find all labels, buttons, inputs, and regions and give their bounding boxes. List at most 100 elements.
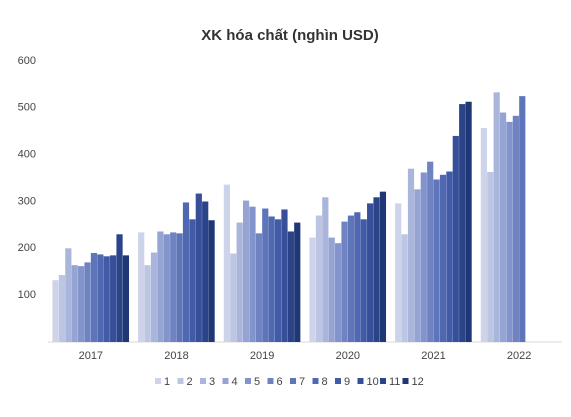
bar [347, 215, 355, 342]
bar [446, 171, 453, 342]
bar [230, 253, 237, 342]
bar [255, 233, 262, 342]
bar [195, 193, 202, 342]
bar [360, 219, 367, 342]
y-tick-label: 100 [18, 289, 36, 301]
y-tick-label: 300 [18, 195, 36, 207]
legend-swatch [177, 378, 184, 384]
bar [354, 212, 361, 342]
bar [202, 201, 209, 342]
bar [170, 232, 177, 342]
legend-swatch [312, 378, 319, 384]
bar [176, 233, 183, 342]
legend-label: 8 [322, 376, 328, 388]
y-tick-label: 600 [18, 55, 36, 67]
bar [379, 191, 387, 342]
bar [480, 127, 487, 342]
bar [335, 243, 342, 342]
bar [103, 256, 110, 342]
bar [427, 161, 434, 342]
x-tick-label: 2021 [421, 350, 445, 362]
bar [407, 168, 415, 342]
bar [157, 231, 164, 342]
legend-swatch [402, 378, 409, 384]
bar [493, 92, 500, 343]
legend-label: 2 [187, 376, 193, 388]
legend-label: 5 [254, 376, 260, 388]
bar [452, 135, 459, 342]
bar [294, 222, 301, 342]
bar [459, 104, 466, 342]
x-tick-label: 2018 [164, 350, 188, 362]
bar [182, 202, 190, 342]
legend-swatch [200, 378, 206, 384]
bar [163, 234, 170, 342]
chart-title: XK hóa chất (nghìn USD) [201, 27, 379, 44]
bar [309, 237, 316, 342]
legend-label: 11 [389, 376, 400, 388]
bar [519, 96, 526, 342]
bar [84, 262, 91, 342]
legend-swatch [380, 378, 386, 384]
bar [268, 216, 275, 342]
bar [249, 206, 256, 342]
x-tick-label: 2019 [250, 350, 274, 362]
bar [122, 255, 130, 342]
bar [110, 255, 117, 342]
bar [262, 208, 269, 342]
bar [281, 209, 288, 342]
legend-swatch [222, 378, 229, 384]
bar [401, 234, 408, 342]
legend-swatch [335, 378, 341, 384]
bar [439, 174, 447, 342]
bar [116, 234, 123, 342]
bar [52, 280, 59, 342]
bar [144, 265, 151, 342]
legend-label: 1 [164, 376, 170, 388]
bar [499, 112, 507, 343]
x-tick-label: 2020 [336, 350, 360, 362]
bar [322, 197, 329, 342]
bar [341, 221, 348, 342]
bar [414, 189, 421, 342]
bar [236, 222, 243, 342]
bar [223, 184, 230, 342]
bar [274, 219, 282, 342]
bar [512, 115, 519, 342]
bar [138, 232, 145, 342]
bar [58, 275, 66, 342]
legend-label: 4 [232, 376, 238, 388]
legend-label: 6 [277, 376, 283, 388]
y-tick-label: 200 [18, 242, 36, 254]
bar [433, 179, 440, 342]
legend-label: 9 [344, 376, 350, 388]
bar [395, 203, 402, 342]
legend-swatch [267, 378, 274, 384]
legend-swatch [155, 378, 161, 384]
legend-swatch [245, 378, 251, 384]
bar [328, 237, 335, 342]
bar [420, 172, 427, 342]
bar [367, 203, 374, 342]
legend-label: 3 [209, 376, 215, 388]
bar [487, 171, 494, 342]
bar [150, 252, 158, 342]
bar [189, 219, 196, 342]
bar [90, 253, 98, 342]
bar [287, 231, 294, 342]
legend-label: 7 [299, 376, 305, 388]
y-tick-label: 500 [18, 102, 36, 114]
bar [65, 248, 72, 342]
bar [208, 220, 215, 342]
bar [315, 215, 323, 342]
bar [465, 101, 472, 343]
bar [97, 254, 104, 342]
legend-swatch [290, 378, 296, 384]
bar [242, 200, 250, 342]
y-tick-label: 400 [18, 149, 36, 161]
legend-swatch [357, 378, 364, 384]
bar [78, 266, 85, 342]
legend-label: 12 [412, 376, 424, 388]
bar [506, 121, 513, 342]
